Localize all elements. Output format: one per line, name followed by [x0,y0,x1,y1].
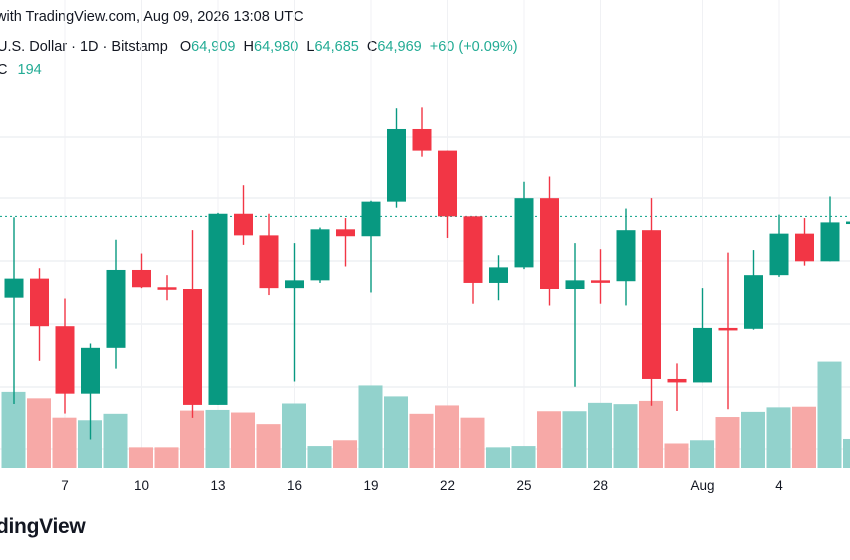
candle-body [387,128,406,202]
volume-bar [282,403,306,468]
volume-bar [256,424,281,468]
volume-bar [307,446,332,468]
x-tick-label: 13 [210,478,225,493]
volume-bar [358,385,383,468]
candle-body [693,327,712,383]
candle-body [667,378,687,383]
candle-body [55,326,75,394]
candle-body [438,150,457,217]
volume-bar [205,409,230,468]
candle-body [259,235,279,289]
volume-bar [766,407,791,468]
candle-body [565,280,585,290]
volume-bar [1,391,26,468]
candle-body [81,347,100,394]
candle-body [540,198,559,290]
open-label: O [179,39,192,55]
candle-body [591,280,610,283]
volume-bar [154,447,179,468]
candle-body [463,216,483,283]
candle-body [514,198,534,268]
x-tick-label: 19 [363,478,378,493]
x-tick-label: 22 [440,478,455,493]
change-value: +60 (+0.09%) [429,39,518,55]
volume-bar [511,446,536,468]
candle-body [718,327,738,331]
close-value: 64,969 [377,39,422,55]
volume-bar [180,410,204,468]
high-value: 64,980 [254,39,299,55]
open-value: 64,909 [191,39,236,55]
candle-body [795,233,814,262]
candle-body [412,128,432,151]
candle-body [234,213,253,236]
volume-bar [27,398,51,468]
x-tick-label: 10 [134,478,149,493]
volume-bar [792,406,816,468]
x-tick-label: 25 [516,478,531,493]
volume-bar [460,417,485,468]
candle-body [846,221,850,225]
ohlc-legend: U.S. Dollar · 1D · Bitstamp O64,909 H64,… [0,39,518,55]
volume-bar [690,440,714,468]
candle-body [132,269,151,288]
volume-bar [715,417,740,468]
high-label: H [243,39,255,55]
candle-body [616,230,636,282]
low-label: L [306,39,315,55]
volume-bar [103,413,128,468]
x-tick-label: 4 [775,478,783,493]
chart-header: with TradingView.com, Aug 09, 2026 13:08… [0,9,304,25]
volume-bar [562,411,587,468]
candle-body [157,287,177,290]
volume-bar [613,404,638,468]
volume-bar [129,447,153,468]
symbol-label: U.S. Dollar · 1D · Bitstamp [0,39,168,55]
candle-body [642,230,661,379]
volume-bar [664,443,689,468]
volume-bar [409,413,434,468]
volume-prefix: C [0,62,8,78]
candle-body [4,278,24,298]
volume-bar [52,417,77,468]
volume-bar [537,411,561,468]
volume-legend: C 194 [0,62,42,78]
candle-body [208,213,228,405]
volume-bar [333,440,357,468]
close-label: C [366,39,378,55]
low-value: 64,685 [314,39,359,55]
volume-bar [231,412,255,468]
candle-body [30,278,49,327]
candle-body [310,229,330,281]
candle-body [820,222,840,262]
volume-bar [843,438,850,468]
candle-body [744,275,763,329]
volume-bar [817,361,842,468]
volume-bar [639,400,663,468]
x-tick-label: 28 [593,478,608,493]
candle-body [769,233,789,276]
volume-bar [588,402,612,468]
candle-body [183,289,202,405]
volume-bar [486,447,510,468]
volume-bar [384,396,408,468]
candle-body [489,267,508,283]
x-tick-label: Aug [690,478,714,493]
candlestick-chart[interactable]: 710131619222528Aug47 [0,0,850,500]
volume-bar [435,405,459,468]
candle-body [336,229,355,237]
volume-bar [741,411,765,468]
candle-body [285,280,304,289]
x-tick-label: 7 [61,478,69,493]
tradingview-logo-text: dingView [0,515,86,538]
x-tick-label: 16 [287,478,302,493]
candle-body [106,269,126,348]
volume-value: 194 [17,62,42,78]
candle-body [361,201,381,237]
